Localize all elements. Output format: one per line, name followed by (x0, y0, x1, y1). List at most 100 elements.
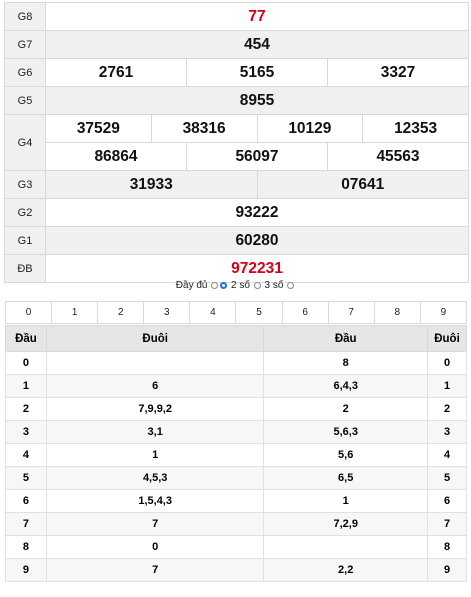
prize-label: G5 (5, 87, 46, 114)
option-two-extra-radio[interactable] (253, 282, 261, 289)
prize-number: 31933 (129, 175, 173, 193)
digit-button-0[interactable]: 0 (25, 307, 32, 318)
prize-label: G7 (5, 31, 46, 58)
table-cell: 1,5,4,3 (45, 489, 265, 513)
table-cell: 7 (427, 512, 467, 536)
table-cell: 3 (5, 420, 47, 444)
prize-number: 56097 (186, 143, 327, 170)
table-row: 5 4,5,3 6,5 5 (5, 466, 467, 490)
table-cell: 2 (427, 397, 467, 421)
table-cell: 5 (427, 466, 467, 490)
table-cell: 6 (5, 489, 47, 513)
prize-label: G8 (5, 3, 46, 30)
table-row: 2 7,9,9,2 2 2 (5, 397, 467, 421)
table-cell: 1 (45, 443, 265, 467)
prize-number: 12353 (362, 115, 468, 142)
prize-row-g8: G8 77 (5, 3, 468, 31)
table-cell (263, 535, 428, 559)
header-duoi-right: Đuôi (427, 325, 467, 352)
table-cell: 0 (45, 535, 265, 559)
table-cell: 2,2 (263, 558, 428, 582)
prize-row-g5: G5 8955 (5, 87, 468, 115)
table-cell: 7,2,9 (263, 512, 428, 536)
dau-duoi-table: Đầu Đuôi Đầu Đuôi 0 8 0 1 6 6,4,3 1 2 7,9,9,2 2 2 3… (5, 325, 467, 582)
prize-row-g3: G3 31933 07641 (5, 171, 468, 199)
prize-row-g4: G4 37529 38316 10129 12353 86864 56097 4… (5, 115, 468, 171)
prize-number: 77 (248, 7, 266, 25)
table-cell: 6 (45, 374, 265, 398)
prize-row-g2: G2 93222 (5, 199, 468, 227)
table-row: 6 1,5,4,3 1 6 (5, 489, 467, 513)
digit-button-1[interactable]: 1 (51, 302, 97, 323)
digit-button-7[interactable]: 7 (327, 302, 374, 323)
table-cell: 2 (263, 397, 428, 421)
table-cell: 5,6,3 (263, 420, 428, 444)
prize-number: 5165 (186, 59, 327, 86)
table-cell: 6,4,3 (263, 374, 428, 398)
header-duoi-left: Đuôi (45, 325, 265, 352)
option-two-label: 2 số (231, 280, 250, 291)
prize-number: 3327 (327, 59, 468, 86)
table-cell: 5 (5, 466, 47, 490)
prize-number: 07641 (256, 171, 469, 198)
prize-row-db: ĐB 972231 (5, 255, 468, 283)
prize-number: 454 (244, 35, 270, 53)
option-full-radio[interactable] (211, 282, 219, 289)
table-row: 3 3,1 5,6,3 3 (5, 420, 467, 444)
prize-number: 45563 (327, 143, 468, 170)
table-header-row: Đầu Đuôi Đầu Đuôi (5, 325, 467, 352)
table-cell: 8 (427, 535, 467, 559)
option-three-label: 3 số (264, 280, 284, 291)
prize-row-g6: G6 2761 5165 3327 (5, 59, 468, 87)
digit-button-6[interactable]: 6 (281, 302, 328, 323)
prize-number: 10129 (256, 115, 363, 142)
option-two-radio[interactable] (220, 282, 228, 289)
digit-button-8[interactable]: 8 (373, 302, 420, 323)
table-cell: 9 (5, 558, 47, 582)
table-cell: 6 (427, 489, 467, 513)
table-cell: 3,1 (45, 420, 265, 444)
option-full-label: Đầy đủ (175, 280, 208, 291)
table-cell: 9 (427, 558, 467, 582)
prize-number: 86864 (94, 147, 138, 165)
digit-selector: 0 1 2 3 4 5 6 7 8 9 (5, 301, 467, 324)
header-dau-left: Đầu (5, 325, 47, 352)
prize-label: G1 (5, 227, 46, 254)
prize-number: 93222 (235, 203, 279, 221)
prize-number: 8955 (239, 91, 275, 109)
table-cell: 3 (427, 420, 467, 444)
prize-label: G4 (5, 115, 46, 170)
prize-row-g7: G7 454 (5, 31, 468, 59)
table-cell: 5,6 (263, 443, 428, 467)
prize-number: 60280 (235, 231, 279, 249)
digit-button-5[interactable]: 5 (235, 302, 281, 323)
digit-button-3[interactable]: 3 (143, 302, 189, 323)
digit-button-4[interactable]: 4 (189, 302, 235, 323)
table-cell: 1 (427, 374, 467, 398)
table-cell: 1 (5, 374, 47, 398)
prize-number-special: 972231 (231, 259, 283, 277)
digit-button-9[interactable]: 9 (419, 302, 466, 323)
header-dau-right: Đầu (263, 325, 428, 352)
prize-label: G6 (5, 59, 46, 86)
table-cell: 4 (5, 443, 47, 467)
prize-table: G8 77 G7 454 G6 2761 5165 3327 G5 8955 G… (4, 2, 469, 283)
table-cell: 4 (427, 443, 467, 467)
digit-button-2[interactable]: 2 (97, 302, 143, 323)
display-options: Đầy đủ 2 số 3 số (0, 280, 471, 291)
table-row: 7 7 7,2,9 7 (5, 512, 467, 536)
table-cell: 8 (263, 351, 428, 375)
table-cell (45, 351, 265, 375)
prize-number: 38316 (150, 115, 257, 142)
table-cell: 7 (5, 512, 47, 536)
prize-number: 37529 (76, 119, 120, 137)
table-row: 9 7 2,2 9 (5, 558, 467, 582)
prize-number: 2761 (98, 63, 134, 81)
prize-row-g1: G1 60280 (5, 227, 468, 255)
table-body: 0 8 0 1 6 6,4,3 1 2 7,9,9,2 2 2 3 3,1 5,6,3 3 4 1 5,6 4 5 4,… (5, 351, 467, 582)
option-three-radio[interactable] (287, 282, 295, 289)
prize-label: G2 (5, 199, 46, 226)
table-cell: 4,5,3 (45, 466, 265, 490)
